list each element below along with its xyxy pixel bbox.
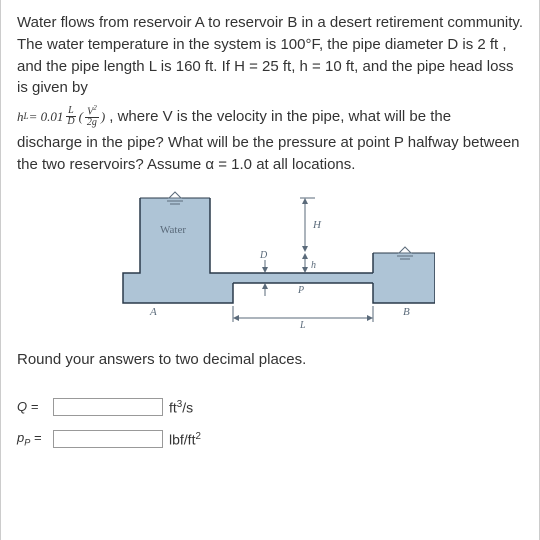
p-label: pP = (17, 430, 47, 448)
formula-line: hL = 0.01 LD ( V22g ) , where V is the v… (17, 105, 523, 128)
problem-paragraph-2: discharge in the pipe? What will be the … (17, 132, 523, 176)
q-input[interactable] (53, 398, 163, 416)
water-label: Water (160, 224, 186, 236)
svg-text:h: h (311, 260, 316, 271)
answer-section: Q = ft3/s pP = lbf/ft2 (17, 398, 523, 448)
svg-text:P: P (297, 285, 304, 296)
p-unit: lbf/ft2 (169, 431, 201, 448)
svg-text:H: H (312, 219, 322, 231)
formula-after-text: , where V is the velocity in the pipe, w… (109, 106, 451, 127)
answer-row-q: Q = ft3/s (17, 398, 523, 416)
p-input[interactable] (53, 430, 163, 448)
svg-text:L: L (299, 320, 306, 331)
svg-text:A: A (149, 306, 157, 318)
q-label: Q = (17, 399, 47, 414)
svg-text:D: D (259, 250, 268, 261)
head-loss-formula: hL = 0.01 LD ( V22g ) (17, 105, 105, 128)
answer-row-p: pP = lbf/ft2 (17, 430, 523, 448)
problem-paragraph-1: Water flows from reservoir A to reservoi… (17, 12, 523, 99)
reservoir-diagram: Water H h D P A B L (17, 188, 523, 333)
q-unit: ft3/s (169, 399, 193, 416)
rounding-instruction: Round your answers to two decimal places… (17, 351, 523, 368)
svg-text:B: B (403, 306, 410, 318)
